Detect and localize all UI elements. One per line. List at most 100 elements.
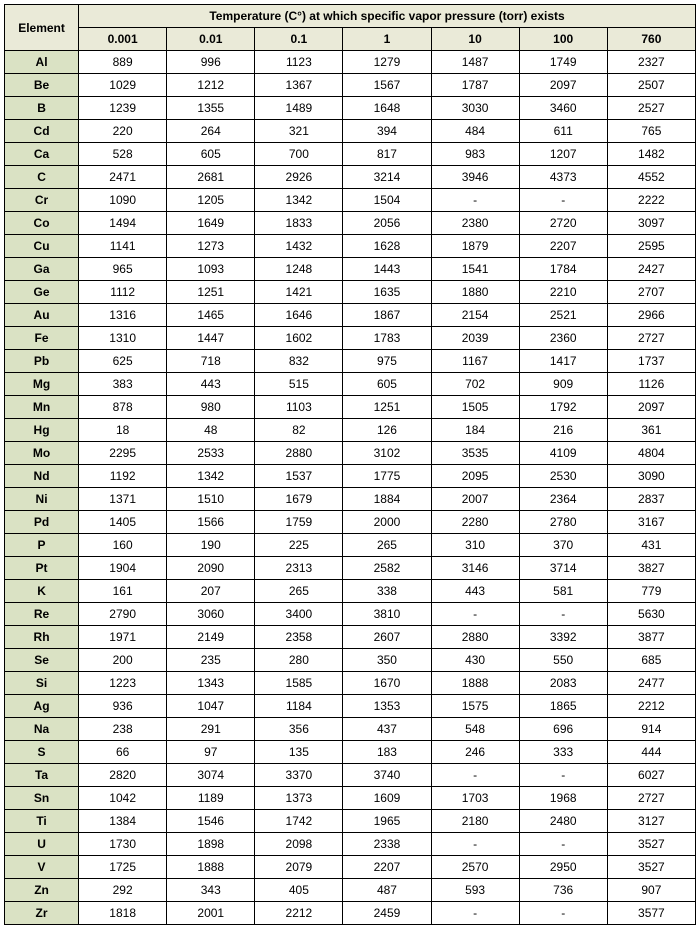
data-cell: 1818: [79, 902, 167, 925]
data-cell: 1888: [431, 672, 519, 695]
element-symbol: Mo: [5, 442, 79, 465]
data-cell: 1279: [343, 51, 431, 74]
data-cell: 1342: [255, 189, 343, 212]
data-cell: 1865: [519, 695, 607, 718]
data-cell: 3167: [607, 511, 695, 534]
data-cell: 48: [167, 419, 255, 442]
data-cell: 2212: [255, 902, 343, 925]
data-cell: 1443: [343, 258, 431, 281]
data-cell: 1141: [79, 235, 167, 258]
element-symbol: Au: [5, 304, 79, 327]
element-symbol: Se: [5, 649, 79, 672]
data-cell: 484: [431, 120, 519, 143]
table-row: Be1029121213671567178720972507: [5, 74, 696, 97]
data-cell: 200: [79, 649, 167, 672]
data-cell: 1884: [343, 488, 431, 511]
element-symbol: Al: [5, 51, 79, 74]
data-cell: 1567: [343, 74, 431, 97]
element-symbol: Zr: [5, 902, 79, 925]
data-cell: 3370: [255, 764, 343, 787]
data-cell: -: [519, 189, 607, 212]
element-symbol: Co: [5, 212, 79, 235]
data-cell: 1833: [255, 212, 343, 235]
data-cell: 350: [343, 649, 431, 672]
corner-header: Element: [5, 5, 79, 51]
data-cell: 965: [79, 258, 167, 281]
data-cell: 2720: [519, 212, 607, 235]
data-cell: 1489: [255, 97, 343, 120]
data-cell: 66: [79, 741, 167, 764]
data-cell: 3127: [607, 810, 695, 833]
element-symbol: Ti: [5, 810, 79, 833]
element-symbol: Fe: [5, 327, 79, 350]
data-cell: 2364: [519, 488, 607, 511]
data-cell: 310: [431, 534, 519, 557]
data-cell: 3030: [431, 97, 519, 120]
data-cell: 2727: [607, 787, 695, 810]
table-row: Au1316146516461867215425212966: [5, 304, 696, 327]
data-cell: 2097: [519, 74, 607, 97]
data-cell: 1775: [343, 465, 431, 488]
data-cell: 487: [343, 879, 431, 902]
data-cell: 2926: [255, 166, 343, 189]
data-cell: 3946: [431, 166, 519, 189]
data-cell: 2595: [607, 235, 695, 258]
data-cell: 2083: [519, 672, 607, 695]
data-cell: 97: [167, 741, 255, 764]
data-cell: 2039: [431, 327, 519, 350]
data-cell: 1205: [167, 189, 255, 212]
data-cell: 975: [343, 350, 431, 373]
data-cell: 2360: [519, 327, 607, 350]
data-cell: 2880: [431, 626, 519, 649]
data-cell: 4373: [519, 166, 607, 189]
table-body: Al88999611231279148717492327Be1029121213…: [5, 51, 696, 925]
data-cell: 1880: [431, 281, 519, 304]
element-symbol: Pt: [5, 557, 79, 580]
data-cell: 5630: [607, 603, 695, 626]
table-row: Mn87898011031251150517922097: [5, 396, 696, 419]
data-cell: 2530: [519, 465, 607, 488]
data-cell: 1316: [79, 304, 167, 327]
data-cell: 983: [431, 143, 519, 166]
data-cell: 1510: [167, 488, 255, 511]
data-cell: 1703: [431, 787, 519, 810]
data-cell: 685: [607, 649, 695, 672]
data-cell: 333: [519, 741, 607, 764]
element-symbol: Cr: [5, 189, 79, 212]
element-symbol: Ta: [5, 764, 79, 787]
table-row: Zn292343405487593736907: [5, 879, 696, 902]
data-cell: 1742: [255, 810, 343, 833]
data-cell: 605: [343, 373, 431, 396]
data-cell: 3392: [519, 626, 607, 649]
data-cell: 996: [167, 51, 255, 74]
data-cell: 405: [255, 879, 343, 902]
data-cell: 1126: [607, 373, 695, 396]
data-cell: 1730: [79, 833, 167, 856]
table-row: Ag936104711841353157518652212: [5, 695, 696, 718]
data-cell: 338: [343, 580, 431, 603]
data-cell: 909: [519, 373, 607, 396]
data-cell: 548: [431, 718, 519, 741]
data-cell: 736: [519, 879, 607, 902]
data-cell: 2727: [607, 327, 695, 350]
table-row: Sn1042118913731609170319682727: [5, 787, 696, 810]
data-cell: 2000: [343, 511, 431, 534]
data-cell: 1505: [431, 396, 519, 419]
data-cell: 343: [167, 879, 255, 902]
data-cell: 4804: [607, 442, 695, 465]
data-cell: 1248: [255, 258, 343, 281]
table-row: V1725188820792207257029503527: [5, 856, 696, 879]
data-cell: 2380: [431, 212, 519, 235]
data-cell: 2459: [343, 902, 431, 925]
data-cell: 2707: [607, 281, 695, 304]
data-cell: 1566: [167, 511, 255, 534]
data-cell: 18: [79, 419, 167, 442]
table-row: Cr1090120513421504--2222: [5, 189, 696, 212]
data-cell: 4552: [607, 166, 695, 189]
data-cell: 2477: [607, 672, 695, 695]
data-cell: 321: [255, 120, 343, 143]
data-cell: 265: [343, 534, 431, 557]
table-row: Hg184882126184216361: [5, 419, 696, 442]
data-cell: 190: [167, 534, 255, 557]
table-row: B1239135514891648303034602527: [5, 97, 696, 120]
